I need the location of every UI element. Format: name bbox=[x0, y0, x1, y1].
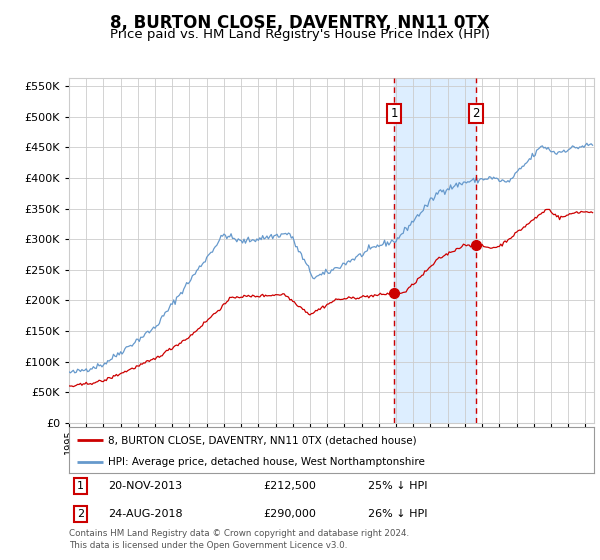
Text: 25% ↓ HPI: 25% ↓ HPI bbox=[368, 481, 428, 491]
Text: 2: 2 bbox=[472, 107, 479, 120]
Text: 8, BURTON CLOSE, DAVENTRY, NN11 0TX: 8, BURTON CLOSE, DAVENTRY, NN11 0TX bbox=[110, 14, 490, 32]
Text: £290,000: £290,000 bbox=[263, 509, 316, 519]
Text: 1: 1 bbox=[391, 107, 398, 120]
Bar bbox=[394, 78, 476, 423]
Text: 24-AUG-2018: 24-AUG-2018 bbox=[109, 509, 183, 519]
Text: HPI: Average price, detached house, West Northamptonshire: HPI: Average price, detached house, West… bbox=[109, 457, 425, 466]
Text: Price paid vs. HM Land Registry's House Price Index (HPI): Price paid vs. HM Land Registry's House … bbox=[110, 28, 490, 41]
Text: £212,500: £212,500 bbox=[263, 481, 316, 491]
Text: 26% ↓ HPI: 26% ↓ HPI bbox=[368, 509, 428, 519]
Text: Contains HM Land Registry data © Crown copyright and database right 2024.
This d: Contains HM Land Registry data © Crown c… bbox=[69, 529, 409, 550]
Text: 8, BURTON CLOSE, DAVENTRY, NN11 0TX (detached house): 8, BURTON CLOSE, DAVENTRY, NN11 0TX (det… bbox=[109, 435, 417, 445]
Text: 2: 2 bbox=[77, 509, 84, 519]
Text: 1: 1 bbox=[77, 481, 84, 491]
Text: 20-NOV-2013: 20-NOV-2013 bbox=[109, 481, 182, 491]
